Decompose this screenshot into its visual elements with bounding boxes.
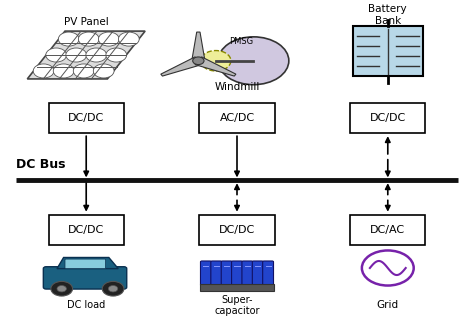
FancyBboxPatch shape: [43, 267, 127, 289]
FancyBboxPatch shape: [350, 103, 426, 133]
Circle shape: [73, 64, 94, 78]
Circle shape: [57, 286, 66, 292]
Circle shape: [118, 32, 139, 46]
Text: DC/DC: DC/DC: [68, 225, 104, 235]
Circle shape: [193, 57, 204, 65]
Polygon shape: [161, 57, 201, 76]
Text: DC Bus: DC Bus: [16, 158, 65, 171]
Circle shape: [86, 48, 107, 62]
Circle shape: [53, 64, 74, 78]
Text: Grid: Grid: [377, 300, 399, 310]
Polygon shape: [192, 32, 205, 61]
FancyBboxPatch shape: [353, 26, 423, 76]
Text: Battery
Bank: Battery Bank: [368, 5, 407, 26]
Text: DC/DC: DC/DC: [219, 225, 255, 235]
FancyBboxPatch shape: [252, 261, 263, 286]
Text: DC/DC: DC/DC: [68, 113, 104, 123]
FancyBboxPatch shape: [200, 284, 274, 291]
Circle shape: [58, 32, 79, 46]
Circle shape: [93, 64, 114, 78]
FancyBboxPatch shape: [232, 261, 242, 286]
FancyBboxPatch shape: [221, 261, 232, 286]
Circle shape: [66, 48, 87, 62]
FancyBboxPatch shape: [350, 214, 426, 245]
FancyBboxPatch shape: [65, 259, 106, 269]
Text: DC/DC: DC/DC: [370, 113, 406, 123]
FancyBboxPatch shape: [48, 103, 124, 133]
Text: AC/DC: AC/DC: [219, 113, 255, 123]
Text: Windmill: Windmill: [214, 82, 260, 92]
Text: PMSG: PMSG: [229, 37, 253, 46]
FancyBboxPatch shape: [48, 214, 124, 245]
Circle shape: [201, 51, 231, 71]
FancyBboxPatch shape: [199, 103, 275, 133]
Circle shape: [218, 37, 289, 85]
FancyBboxPatch shape: [199, 214, 275, 245]
Text: DC/AC: DC/AC: [370, 225, 405, 235]
Polygon shape: [57, 258, 118, 269]
Circle shape: [78, 32, 99, 46]
Circle shape: [33, 64, 54, 78]
Circle shape: [102, 281, 124, 296]
FancyBboxPatch shape: [211, 261, 222, 286]
Text: PV Panel: PV Panel: [64, 16, 109, 26]
FancyBboxPatch shape: [242, 261, 253, 286]
Polygon shape: [27, 31, 145, 79]
Text: Super-
capacitor: Super- capacitor: [214, 295, 260, 316]
Polygon shape: [195, 57, 236, 76]
Circle shape: [46, 48, 66, 62]
Circle shape: [362, 251, 414, 286]
Circle shape: [99, 32, 119, 46]
FancyBboxPatch shape: [201, 261, 211, 286]
Circle shape: [51, 281, 73, 296]
Text: DC load: DC load: [67, 300, 105, 310]
FancyBboxPatch shape: [263, 261, 273, 286]
Circle shape: [106, 48, 127, 62]
Circle shape: [109, 286, 118, 292]
